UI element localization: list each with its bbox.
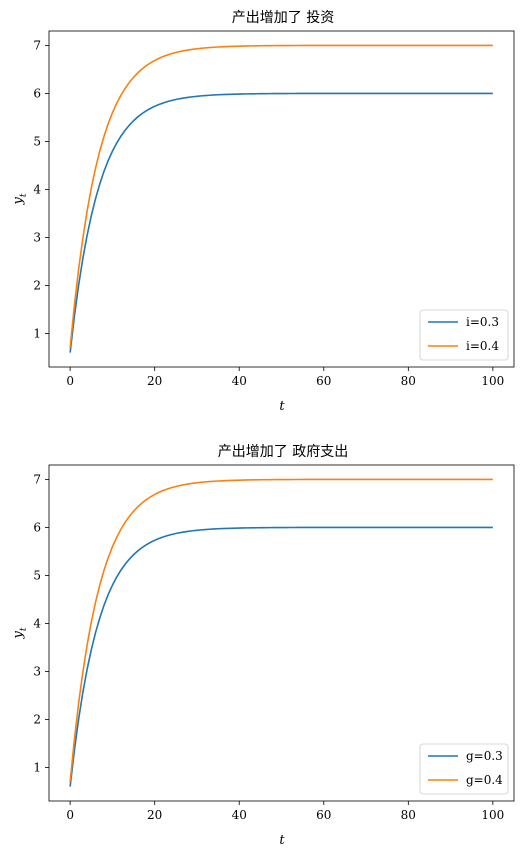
y-tick-label: 3	[33, 230, 41, 244]
series-lines	[69, 478, 493, 787]
x-tick-label: 60	[316, 374, 331, 388]
x-tick-label: 20	[147, 808, 162, 822]
series-line-1	[69, 526, 493, 787]
series-line-1	[69, 92, 493, 353]
legend: i=0.3 i=0.4	[419, 309, 509, 361]
y-tick-label: 4	[33, 182, 41, 196]
y-axis-label-subscript: t	[19, 193, 29, 197]
legend-label-2: g=0.4	[466, 773, 503, 787]
legend-label-1: i=0.3	[466, 315, 499, 329]
legend-label-2: i=0.4	[466, 339, 499, 353]
plot-area-frame	[48, 30, 515, 368]
x-tick-label: 0	[66, 374, 74, 388]
x-axis-label: t	[279, 833, 285, 848]
x-axis-label: t	[279, 399, 285, 414]
y-axis-label: yt	[11, 627, 29, 639]
y-ticks: 1 2 3 4 5 6 7	[33, 472, 49, 774]
y-ticks: 1 2 3 4 5 6 7	[33, 38, 49, 340]
y-axis-label-main: y	[11, 630, 26, 639]
legend: g=0.3 g=0.4	[419, 743, 509, 795]
legend-label-1: g=0.3	[466, 749, 503, 763]
y-tick-label: 1	[33, 326, 41, 340]
chart-title: 产出增加了 投资	[232, 10, 334, 26]
y-tick-label: 2	[33, 712, 41, 726]
x-tick-label: 100	[481, 374, 504, 388]
y-tick-label: 5	[33, 134, 41, 148]
series-line-2	[69, 44, 493, 348]
y-axis-label-subscript: t	[19, 627, 29, 631]
y-tick-label: 2	[33, 278, 41, 292]
x-tick-label: 60	[316, 808, 331, 822]
chart-title: 产出增加了 政府支出	[218, 444, 348, 460]
series-line-2	[69, 478, 493, 782]
x-tick-label: 0	[66, 808, 74, 822]
x-tick-label: 80	[401, 374, 416, 388]
plot-area-frame	[48, 464, 515, 802]
x-ticks: 0 20 40 60 80 100	[66, 801, 504, 822]
x-ticks: 0 20 40 60 80 100	[66, 367, 504, 388]
x-tick-label: 80	[401, 808, 416, 822]
y-tick-label: 6	[33, 520, 41, 534]
y-tick-label: 6	[33, 86, 41, 100]
x-tick-label: 100	[481, 808, 504, 822]
y-tick-label: 4	[33, 616, 41, 630]
x-tick-label: 40	[232, 808, 247, 822]
y-tick-label: 1	[33, 760, 41, 774]
series-lines	[69, 44, 493, 353]
y-tick-label: 3	[33, 664, 41, 678]
y-tick-label: 7	[33, 38, 41, 52]
y-axis-label: yt	[11, 193, 29, 205]
y-axis-label-main: y	[11, 196, 26, 205]
y-tick-label: 5	[33, 568, 41, 582]
x-tick-label: 40	[232, 374, 247, 388]
x-tick-label: 20	[147, 374, 162, 388]
y-tick-label: 7	[33, 472, 41, 486]
